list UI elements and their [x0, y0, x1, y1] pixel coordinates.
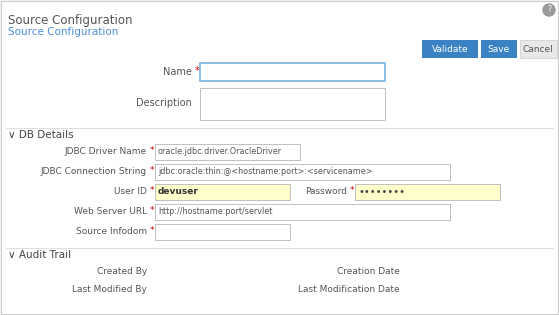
FancyBboxPatch shape: [481, 40, 517, 58]
Text: Password: Password: [305, 187, 347, 197]
Text: http://hostname:port/servlet: http://hostname:port/servlet: [158, 208, 272, 216]
Text: ∨ Audit Trail: ∨ Audit Trail: [8, 250, 71, 260]
Text: Description: Description: [136, 98, 192, 108]
Text: Source Configuration: Source Configuration: [8, 27, 119, 37]
Text: ••••••••: ••••••••: [358, 187, 405, 197]
FancyBboxPatch shape: [200, 88, 385, 120]
Circle shape: [543, 4, 555, 16]
FancyBboxPatch shape: [355, 184, 500, 200]
FancyBboxPatch shape: [155, 224, 290, 240]
FancyBboxPatch shape: [200, 63, 385, 81]
Text: Save: Save: [488, 44, 510, 54]
FancyBboxPatch shape: [422, 40, 478, 58]
Text: Source Configuration: Source Configuration: [8, 14, 132, 27]
Text: ?: ?: [547, 5, 551, 14]
Text: Cancel: Cancel: [523, 44, 553, 54]
Text: oracle.jdbc.driver.OracleDriver: oracle.jdbc.driver.OracleDriver: [158, 147, 282, 157]
Text: *: *: [150, 226, 154, 236]
FancyBboxPatch shape: [155, 164, 450, 180]
Text: *: *: [150, 207, 154, 215]
Text: *: *: [150, 146, 154, 156]
FancyBboxPatch shape: [155, 204, 450, 220]
Text: JDBC Connection String: JDBC Connection String: [41, 168, 147, 176]
Text: jdbc:oracle:thin:@<hostname:port>:<servicename>: jdbc:oracle:thin:@<hostname:port>:<servi…: [158, 168, 372, 176]
Text: Created By: Created By: [97, 267, 147, 277]
Text: JDBC Driver Name: JDBC Driver Name: [65, 147, 147, 157]
Text: Validate: Validate: [432, 44, 468, 54]
Text: devuser: devuser: [158, 187, 199, 197]
Text: Name: Name: [163, 67, 192, 77]
FancyBboxPatch shape: [155, 184, 290, 200]
Text: User ID: User ID: [114, 187, 147, 197]
Text: Web Server URL: Web Server URL: [74, 208, 147, 216]
Text: Creation Date: Creation Date: [337, 267, 400, 277]
FancyBboxPatch shape: [520, 40, 557, 58]
Text: *: *: [150, 186, 154, 196]
Text: *: *: [150, 167, 154, 175]
Text: *: *: [350, 186, 354, 196]
Text: ∨ DB Details: ∨ DB Details: [8, 130, 74, 140]
Text: Last Modification Date: Last Modification Date: [299, 285, 400, 295]
FancyBboxPatch shape: [155, 144, 300, 160]
Text: *: *: [195, 66, 200, 76]
Text: Last Modified By: Last Modified By: [72, 285, 147, 295]
Text: Source Infodom: Source Infodom: [76, 227, 147, 237]
